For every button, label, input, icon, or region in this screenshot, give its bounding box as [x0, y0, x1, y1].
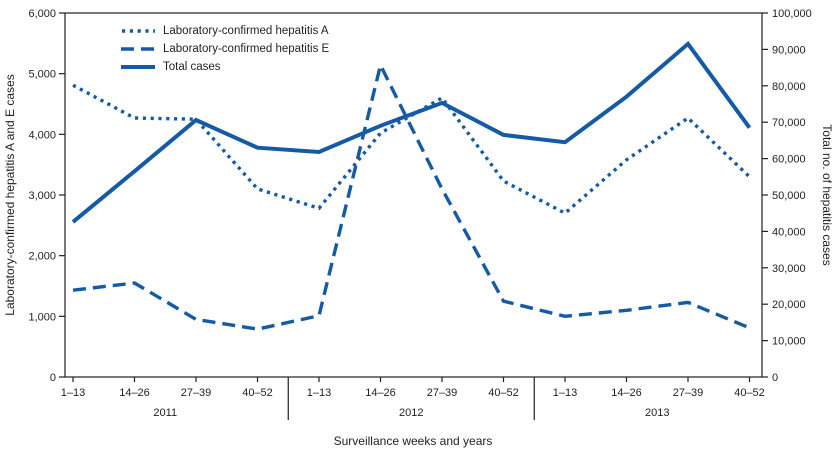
dotted-line-icon	[122, 29, 155, 33]
left-axis-title: Laboratory-confirmed hepatitis A and E c…	[3, 74, 17, 315]
x-axis-tick-label: 40–52	[242, 387, 273, 399]
series-line-dashed	[72, 60, 751, 331]
left-axis-tick-label: 2,000	[28, 251, 56, 263]
right-axis-tick-label: 0	[772, 372, 778, 384]
right-axis-tick-label: 20,000	[772, 299, 806, 311]
x-axis-tick-label: 1–13	[307, 387, 331, 399]
x-axis-tick-label: 40–52	[488, 387, 519, 399]
right-axis-tick-label: 100,000	[772, 8, 812, 20]
year-label: 2013	[645, 407, 669, 419]
right-axis-tick-label: 90,000	[772, 44, 806, 56]
x-axis-tick-label: 27–39	[427, 387, 458, 399]
x-axis-title: Surveillance weeks and years	[334, 434, 493, 448]
right-axis-title: Total no. of hepatitis cases	[820, 124, 834, 265]
dashed-line-icon	[121, 47, 155, 51]
left-axis-tick-label: 6,000	[28, 8, 56, 20]
x-axis-tick-label: 14–26	[119, 387, 150, 399]
solid-line-icon	[121, 65, 155, 69]
legend: Laboratory-confirmed hepatitis A Laborat…	[121, 24, 329, 74]
x-axis-tick-label: 1–13	[61, 387, 85, 399]
x-axis-tick-label: 14–26	[611, 387, 642, 399]
x-axis-tick-label: 14–26	[365, 387, 396, 399]
legend-label-total-cases: Total cases	[163, 61, 221, 73]
right-axis-tick-label: 70,000	[772, 117, 806, 129]
legend-label-hepatitis-a: Laboratory-confirmed hepatitis A	[163, 25, 329, 37]
x-axis-tick-label: 27–39	[673, 387, 704, 399]
left-axis-tick-label: 5,000	[28, 69, 56, 81]
year-label: 2012	[399, 407, 423, 419]
left-axis-tick-label: 1,000	[28, 311, 56, 323]
x-axis-tick-label: 40–52	[734, 387, 765, 399]
series-line-solid	[71, 40, 752, 224]
legend-item-total-cases: Total cases	[121, 60, 329, 74]
right-axis-tick-label: 80,000	[772, 81, 806, 93]
right-axis-tick-label: 50,000	[772, 190, 806, 202]
right-axis-tick-label: 30,000	[772, 263, 806, 275]
right-axis-tick-label: 40,000	[772, 226, 806, 238]
legend-label-hepatitis-e: Laboratory-confirmed hepatitis E	[163, 43, 330, 55]
x-axis-tick-label: 1–13	[553, 387, 577, 399]
left-axis-tick-label: 0	[50, 372, 56, 384]
left-axis-tick-label: 4,000	[28, 129, 56, 141]
left-axis-tick-label: 3,000	[28, 190, 56, 202]
right-axis-tick-label: 60,000	[772, 154, 806, 166]
legend-item-hepatitis-e: Laboratory-confirmed hepatitis E	[121, 42, 329, 56]
year-label: 2011	[153, 407, 177, 419]
right-axis-tick-label: 10,000	[772, 336, 806, 348]
x-axis-tick-label: 27–39	[181, 387, 212, 399]
legend-item-hepatitis-a: Laboratory-confirmed hepatitis A	[121, 24, 329, 38]
series-line-dotted	[72, 83, 751, 216]
